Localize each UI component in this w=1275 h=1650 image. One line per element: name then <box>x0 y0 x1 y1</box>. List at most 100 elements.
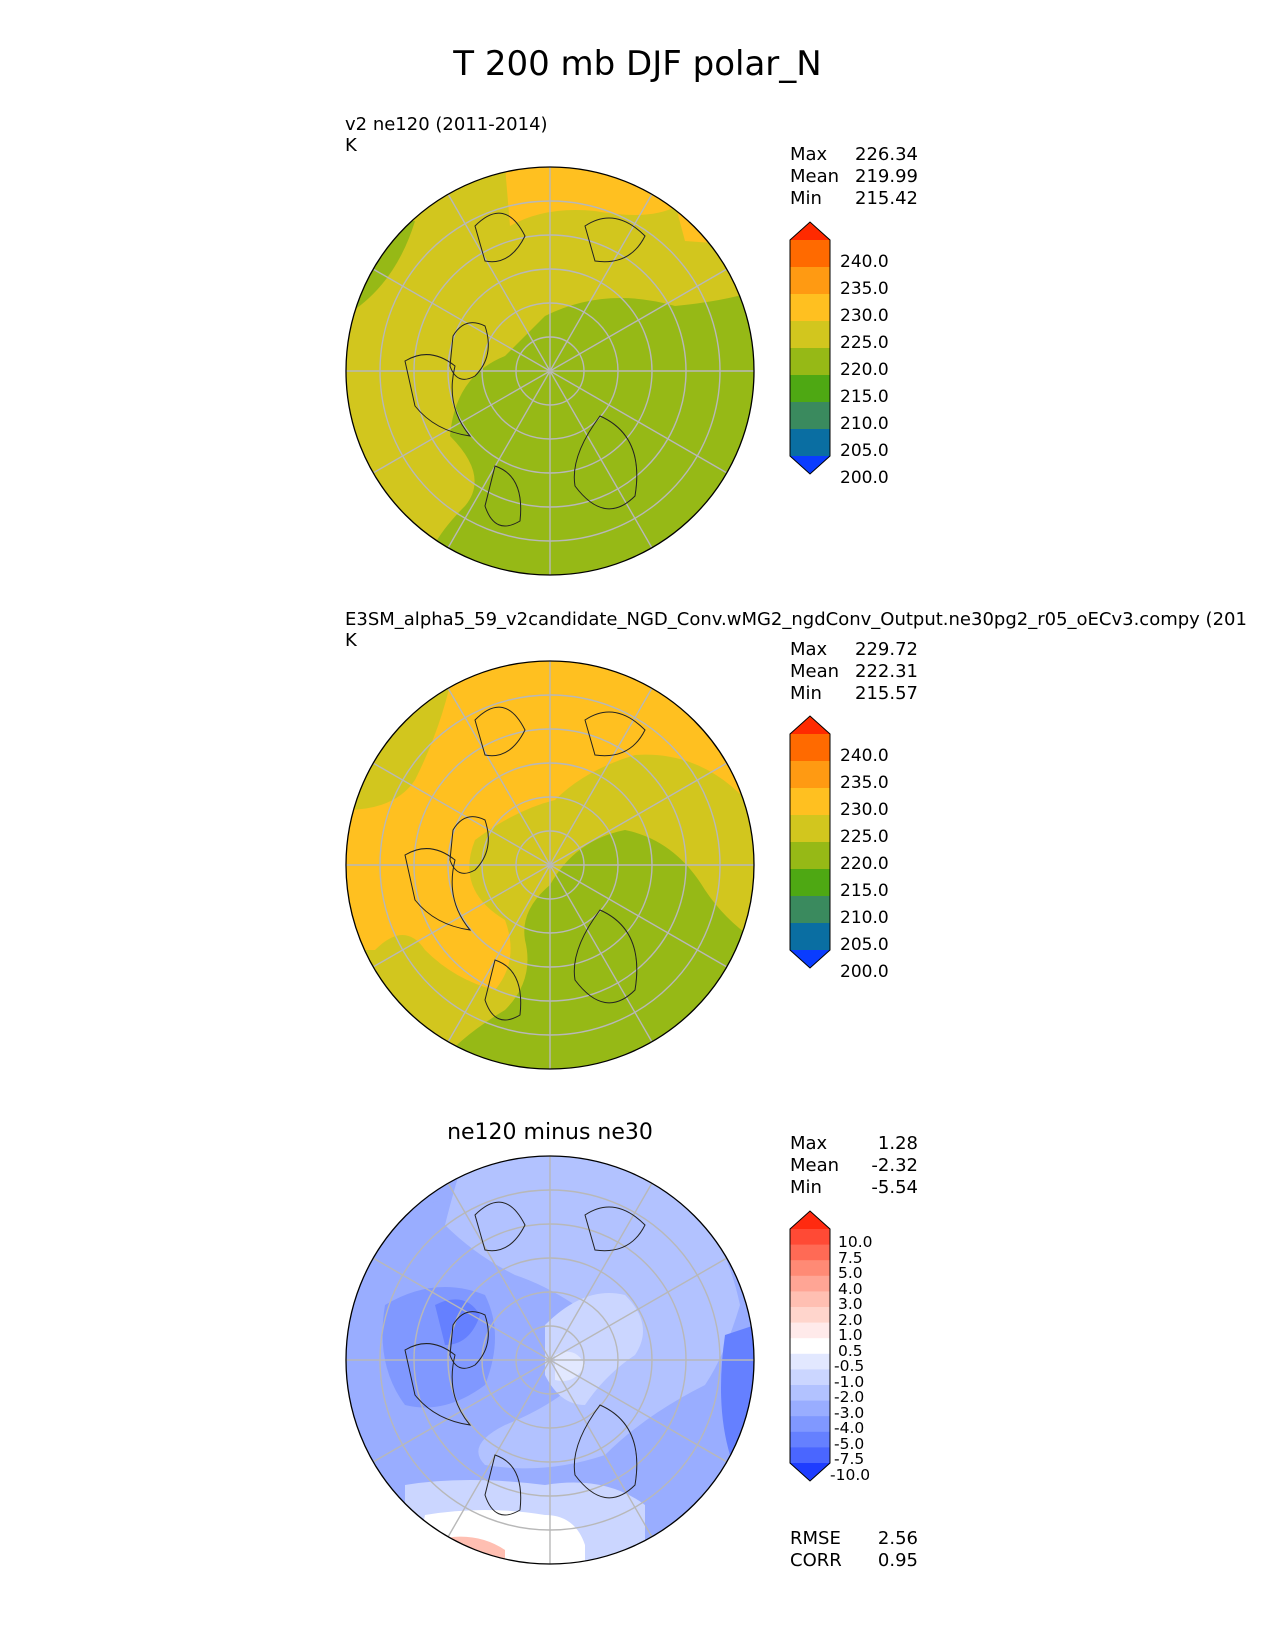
panel-2-map <box>345 660 755 1070</box>
panel-2-stats: Max 229.72 Mean 222.31 Min 215.57 <box>790 639 918 705</box>
colorbar-segment <box>790 402 830 430</box>
colorbar-segment <box>790 267 830 295</box>
colorbar-extend-bottom <box>790 1463 830 1481</box>
cb3-tick: -2.0 <box>834 1388 865 1406</box>
cb2-tick: 205.0 <box>840 935 889 955</box>
cb1-tick: 200.0 <box>840 468 889 488</box>
figure-title: T 200 mb DJF polar_N <box>453 44 822 84</box>
panel-3-stat-mean: Mean -2.32 <box>790 1155 918 1176</box>
colorbar-segment <box>790 1244 830 1261</box>
cb1-tick: 240.0 <box>840 252 889 272</box>
colorbar-segment <box>790 429 830 457</box>
colorbar-segment <box>790 1338 830 1355</box>
colorbar-segment <box>790 1353 830 1370</box>
panel-2-stat-min: Min 215.57 <box>790 683 918 704</box>
panel-3-stat-max: Max 1.28 <box>790 1133 918 1154</box>
cb2-tick: 215.0 <box>840 881 889 901</box>
panel-2-title: E3SM_alpha5_59_v2candidate_NGD_Conv.wMG2… <box>345 609 1247 651</box>
panel-1-map <box>345 166 755 576</box>
cb1-tick: 235.0 <box>840 279 889 299</box>
cb1-tick: 220.0 <box>840 360 889 380</box>
colorbar-segment <box>790 896 830 924</box>
cb2-tick: 200.0 <box>840 962 889 982</box>
colorbar-extend-bottom <box>790 950 830 968</box>
colorbar-segment <box>790 734 830 762</box>
colorbar-extend-top <box>790 222 830 240</box>
colorbar-segment <box>790 1416 830 1433</box>
colorbar-segment <box>790 1447 830 1464</box>
colorbar-segment <box>790 1229 830 1246</box>
cb2-tick: 210.0 <box>840 908 889 928</box>
colorbar-segment <box>790 1275 830 1292</box>
cb3-tick: 1.0 <box>838 1326 863 1344</box>
cb2-tick: 230.0 <box>840 800 889 820</box>
colorbar-segment <box>790 842 830 870</box>
cb3-tick: 4.0 <box>838 1279 863 1298</box>
cb2-tick: 235.0 <box>840 773 889 793</box>
colorbar-segment <box>790 1291 830 1308</box>
cb3-tick: 2.0 <box>838 1310 863 1329</box>
colorbar-segment <box>790 1400 830 1417</box>
panel-1-units: K <box>345 135 357 156</box>
cb1-tick: 230.0 <box>840 306 889 326</box>
colorbar-extend-bottom <box>790 456 830 474</box>
cb3-tick: -0.5 <box>834 1357 865 1375</box>
panel-3-metrics: RMSE 2.56 CORR 0.95 <box>790 1528 918 1572</box>
colorbar-segment <box>790 1385 830 1402</box>
colorbar-extend-top <box>790 716 830 734</box>
colorbar-segment <box>790 869 830 897</box>
cb2-tick: 240.0 <box>840 746 889 766</box>
cb1-tick: 225.0 <box>840 333 889 353</box>
cb3-tick: -1.0 <box>834 1372 865 1391</box>
cb1-tick: 205.0 <box>840 441 889 461</box>
colorbar-segment <box>790 761 830 789</box>
colorbar-segment <box>790 815 830 843</box>
cb3-tick: 5.0 <box>838 1264 863 1282</box>
colorbar-segment <box>790 923 830 951</box>
colorbar-segment <box>790 348 830 376</box>
cb3-tick: 10.0 <box>838 1233 873 1251</box>
cb3-tick: 0.5 <box>838 1341 863 1360</box>
panel-1-colorbar <box>789 221 831 475</box>
cb3-tick: -4.0 <box>834 1419 865 1437</box>
panel-3-colorbar <box>789 1210 831 1482</box>
cb3-tick: 7.5 <box>838 1248 863 1267</box>
colorbar-segment <box>790 1369 830 1386</box>
colorbar-outline <box>789 221 831 475</box>
cb2-tick: 220.0 <box>840 854 889 874</box>
panel-3-map <box>345 1155 755 1565</box>
panel-3-corr: CORR 0.95 <box>790 1550 918 1571</box>
panel-3-stat-min: Min -5.54 <box>790 1177 918 1198</box>
colorbar-segment <box>790 294 830 322</box>
panel-2-units: K <box>345 630 357 651</box>
panel-2-stat-max: Max 229.72 <box>790 639 918 660</box>
colorbar-segment <box>790 321 830 349</box>
panel-3-rmse: RMSE 2.56 <box>790 1528 918 1549</box>
panel-3-stats: Max 1.28 Mean -2.32 Min -5.54 <box>790 1133 918 1199</box>
colorbar-outline <box>789 1210 831 1482</box>
cb3-tick: -7.5 <box>834 1450 865 1468</box>
panel-1-stats: Max 226.34 Mean 219.99 Min 215.42 <box>790 144 918 210</box>
colorbar-segment <box>790 240 830 268</box>
cb3-tick: -10.0 <box>830 1465 871 1484</box>
panel-1-stat-min: Min 215.42 <box>790 188 918 209</box>
cb3-tick: 3.0 <box>838 1295 863 1313</box>
panel-1-title: v2 ne120 (2011-2014) K <box>345 114 548 156</box>
colorbar-segment <box>790 1260 830 1277</box>
panel-3-title: ne120 minus ne30 <box>447 1120 653 1145</box>
panel-2-stat-mean: Mean 222.31 <box>790 661 918 682</box>
colorbar-segment <box>790 375 830 403</box>
colorbar-segment <box>790 788 830 816</box>
cb3-tick: -3.0 <box>834 1403 865 1422</box>
cb1-tick: 210.0 <box>840 414 889 434</box>
colorbar-segment <box>790 1431 830 1448</box>
colorbar-segment <box>790 1322 830 1339</box>
panel-1-stat-mean: Mean 219.99 <box>790 166 918 187</box>
colorbar-outline <box>789 715 831 969</box>
cb1-tick: 215.0 <box>840 387 889 407</box>
colorbar-extend-top <box>790 1211 830 1229</box>
cb3-tick: -5.0 <box>834 1434 865 1453</box>
panel-2-title-name: E3SM_alpha5_59_v2candidate_NGD_Conv.wMG2… <box>345 609 1247 630</box>
panel-1-stat-max: Max 226.34 <box>790 144 918 165</box>
panel-1-title-name: v2 ne120 (2011-2014) <box>345 114 548 135</box>
